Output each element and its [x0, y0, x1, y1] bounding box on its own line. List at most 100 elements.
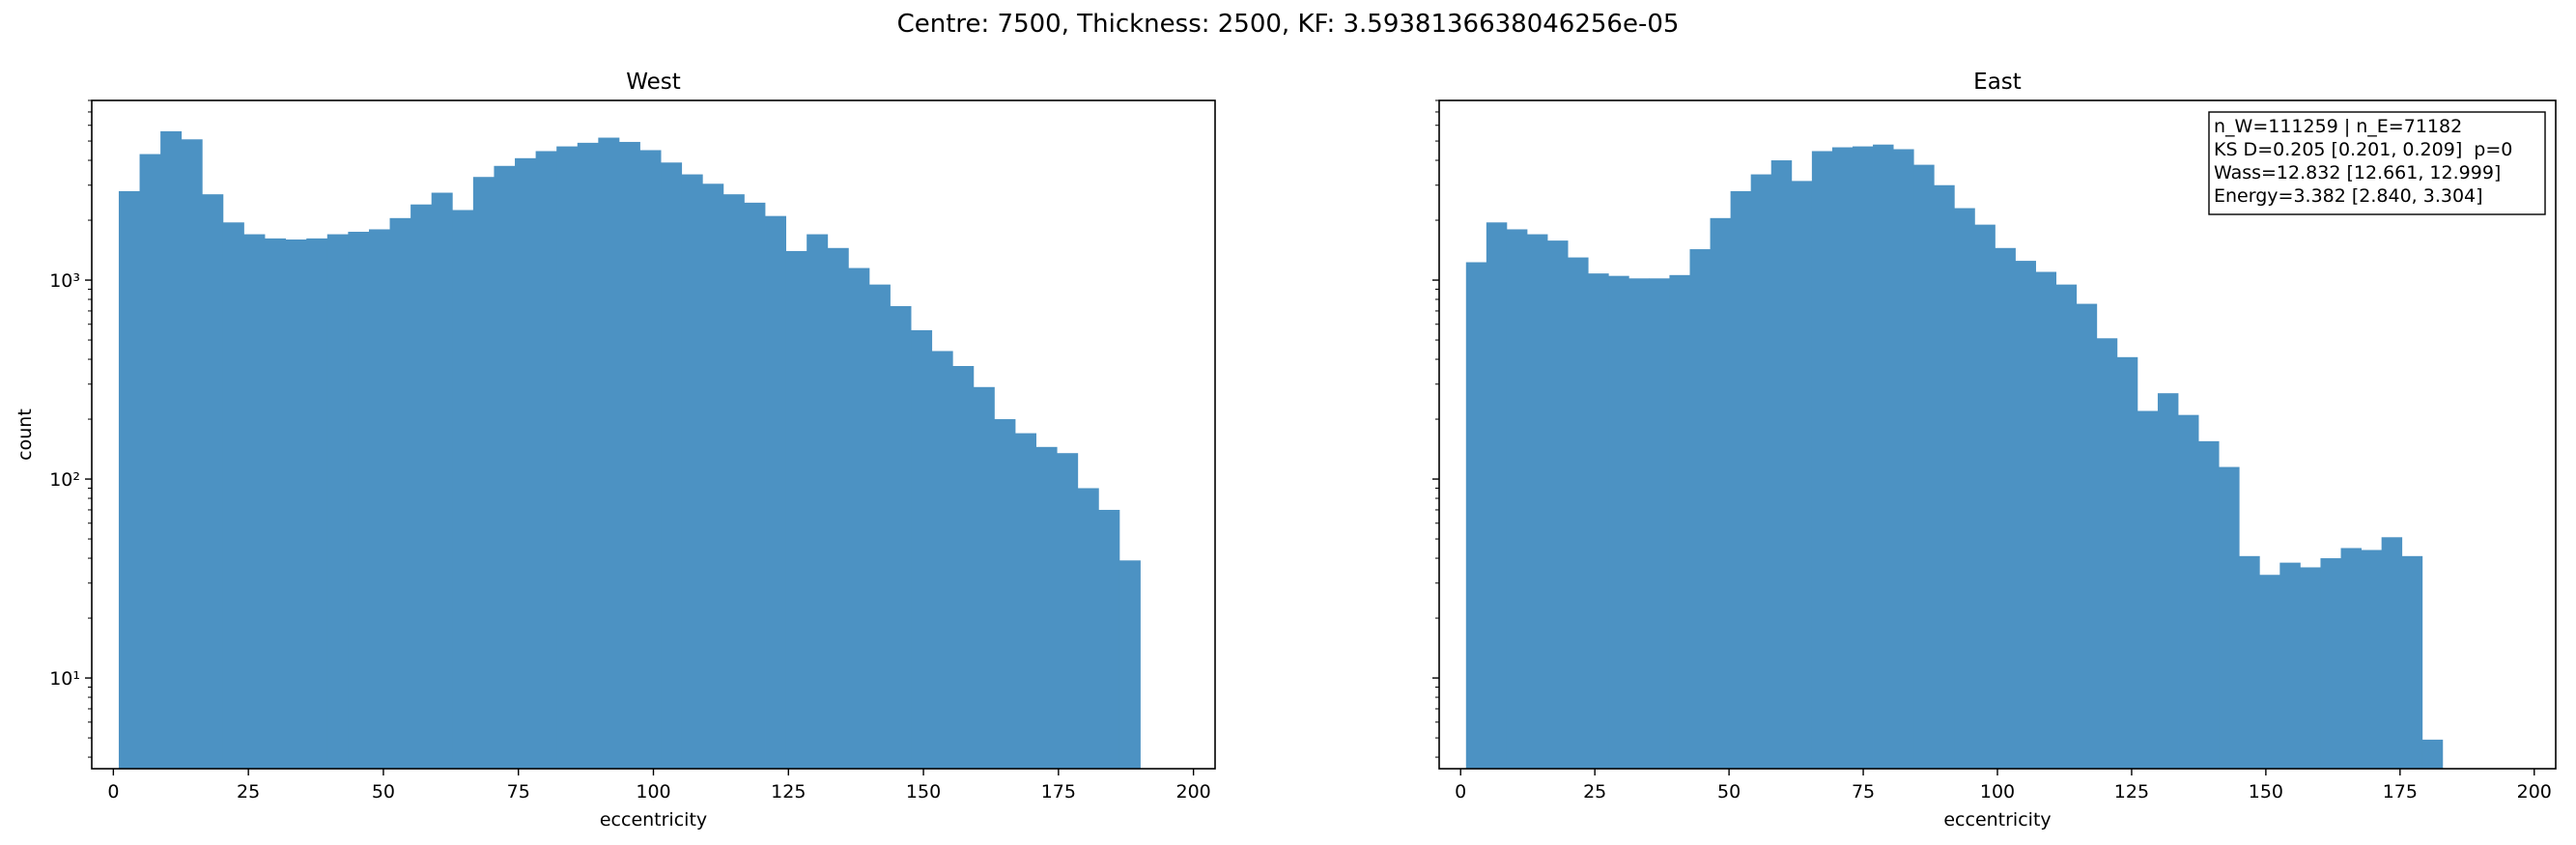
histogram-bar: [2015, 261, 2036, 770]
histogram-bar: [431, 192, 453, 770]
histogram-bar: [1118, 560, 1141, 769]
histogram-bar: [326, 234, 349, 769]
histogram-bar: [1035, 446, 1058, 769]
histogram-bar: [577, 142, 599, 770]
histogram-bar: [702, 183, 724, 769]
histogram-bar: [1098, 509, 1120, 769]
histogram-bar: [1995, 247, 2016, 769]
histogram-bar: [2361, 549, 2383, 769]
histogram-bar: [1770, 160, 1793, 769]
histogram-bar: [1831, 147, 1854, 770]
histogram-bar: [265, 238, 287, 769]
histogram-bar: [744, 202, 766, 769]
histogram-bar: [1853, 146, 1874, 770]
histogram-bar: [1913, 164, 1935, 770]
histogram-bar: [285, 239, 307, 769]
y-tick-label: 10²: [49, 469, 80, 491]
west-panel: 0 25 50 75 100 125 150 175 200 10¹ 10² 10³ West eccen…: [14, 70, 1216, 831]
x-tick-label: 125: [771, 781, 806, 803]
histogram-bar: [1015, 433, 1036, 769]
histogram-bar: [243, 234, 266, 769]
histogram-bar: [911, 329, 933, 769]
histogram-bar: [368, 229, 390, 769]
histogram-bar: [2035, 271, 2057, 769]
histogram-bar: [1974, 224, 1996, 769]
histogram-bar: [1568, 257, 1589, 769]
histogram-bar: [807, 234, 829, 769]
histogram-bar: [2300, 567, 2321, 769]
stats-line: n_W=111259 | n_E=71182: [2214, 116, 2462, 137]
x-tick-label: 100: [636, 781, 670, 803]
x-tick-label: 25: [1583, 781, 1606, 803]
histogram-bar: [994, 419, 1016, 769]
panel-title: East: [1973, 70, 2022, 95]
x-axis-label: eccentricity: [600, 809, 707, 831]
histogram-bar: [1730, 190, 1752, 769]
histogram-bar: [1710, 217, 1732, 769]
x-tick-label: 175: [2383, 781, 2418, 803]
histogram-bar: [2076, 303, 2098, 769]
histogram-bar: [494, 165, 516, 770]
histogram-bar: [306, 238, 328, 769]
histogram-bar: [2340, 548, 2362, 769]
histogram-bar: [661, 162, 683, 769]
histogram-bar: [348, 231, 370, 770]
histogram-bar: [2137, 410, 2159, 769]
figure-suptitle: Centre: 7500, Thickness: 2500, KF: 3.593…: [896, 10, 1680, 39]
histogram-bar: [1954, 208, 1975, 769]
histogram-bar: [535, 151, 557, 770]
y-axis-label: count: [14, 408, 36, 461]
histogram-bar: [931, 351, 953, 769]
histogram-bar: [556, 146, 579, 770]
x-tick-label: 50: [1717, 781, 1741, 803]
histogram-bar: [1628, 278, 1650, 769]
histogram-bar: [2055, 284, 2078, 769]
histogram-bar: [1934, 184, 1955, 769]
histogram-bar: [2259, 575, 2280, 769]
histogram-bar: [785, 250, 807, 769]
histogram-bar: [973, 386, 995, 769]
histogram-bar: [222, 222, 244, 770]
histogram-bar: [2219, 466, 2240, 769]
histogram-bar: [639, 150, 662, 770]
histogram-bar: [515, 157, 537, 769]
histogram-bar: [1689, 249, 1711, 769]
x-tick-label: 100: [1980, 781, 2015, 803]
stats-box: [2208, 111, 2546, 215]
x-tick-label: 175: [1041, 781, 1076, 803]
x-tick-label: 200: [1176, 781, 1211, 803]
histogram-bar: [868, 284, 891, 769]
histogram-bar: [118, 190, 140, 769]
histogram-bar: [952, 366, 975, 769]
histogram-bar: [1649, 278, 1670, 769]
east-panel: 0 25 50 75 100 125 150 175 200 East eccentricity n_…: [1432, 70, 2557, 831]
histogram-bar: [1791, 181, 1813, 769]
x-tick-label: 75: [1852, 781, 1875, 803]
histogram-bar: [2401, 555, 2423, 769]
x-tick-label: 150: [906, 781, 941, 803]
histogram-bar: [2421, 739, 2444, 769]
histogram-bar: [598, 137, 620, 770]
histogram-bar: [2320, 558, 2341, 769]
x-tick-label: 0: [1455, 781, 1466, 803]
y-tick-label: 10³: [49, 270, 80, 292]
stats-line: KS D=0.205 [0.201, 0.209] p=0: [2214, 139, 2512, 160]
histogram-bar: [2239, 555, 2260, 769]
histogram-bar: [2198, 440, 2220, 769]
histogram-bar: [2096, 338, 2118, 769]
histogram-bar: [1486, 222, 1508, 770]
histogram-bar: [181, 139, 203, 769]
x-axis-label: eccentricity: [1943, 809, 2051, 831]
y-tick-label: 10¹: [49, 668, 80, 690]
histogram-bar: [1465, 262, 1487, 769]
histogram-bar: [681, 174, 703, 769]
histogram-bar: [2116, 356, 2138, 769]
histogram-bar: [160, 130, 183, 769]
histogram-bar: [1526, 234, 1548, 769]
x-tick-label: 25: [237, 781, 260, 803]
stats-line: Wass=12.832 [12.661, 12.999]: [2214, 162, 2501, 183]
histogram-bar: [1077, 488, 1099, 769]
histogram-bar: [827, 247, 849, 769]
histogram-bar: [765, 215, 786, 770]
